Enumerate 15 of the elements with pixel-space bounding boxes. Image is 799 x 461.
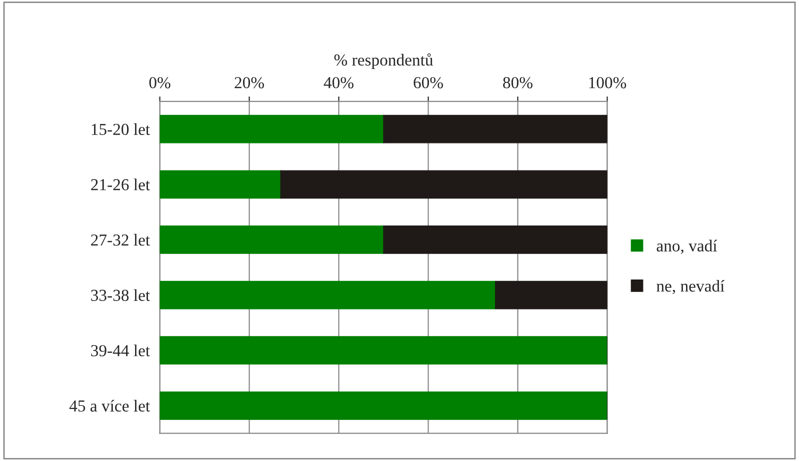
x-tick-label: 60% — [414, 77, 443, 88]
x-tick-label: 80% — [503, 77, 532, 88]
y-tick-label: 15-20 let — [92, 123, 150, 136]
legend-label: ano, vadí — [656, 240, 718, 254]
y-tick-label: 39-44 let — [91, 344, 150, 356]
y-tick-label: 21-26 let — [91, 178, 150, 190]
x-tick-label: 20% — [234, 77, 264, 88]
x-axis-title: % respondentů — [334, 53, 433, 70]
legend-label: ne, nevadí — [656, 280, 724, 294]
y-tick-label: 33-38 let — [91, 289, 150, 301]
x-tick-label: 40% — [324, 77, 354, 88]
y-tick-label: 27-32 let — [91, 234, 150, 246]
y-tick-label: 45 a více let — [69, 400, 150, 412]
x-tick-label: 100% — [589, 77, 626, 88]
x-tick-label: 0% — [149, 77, 170, 88]
